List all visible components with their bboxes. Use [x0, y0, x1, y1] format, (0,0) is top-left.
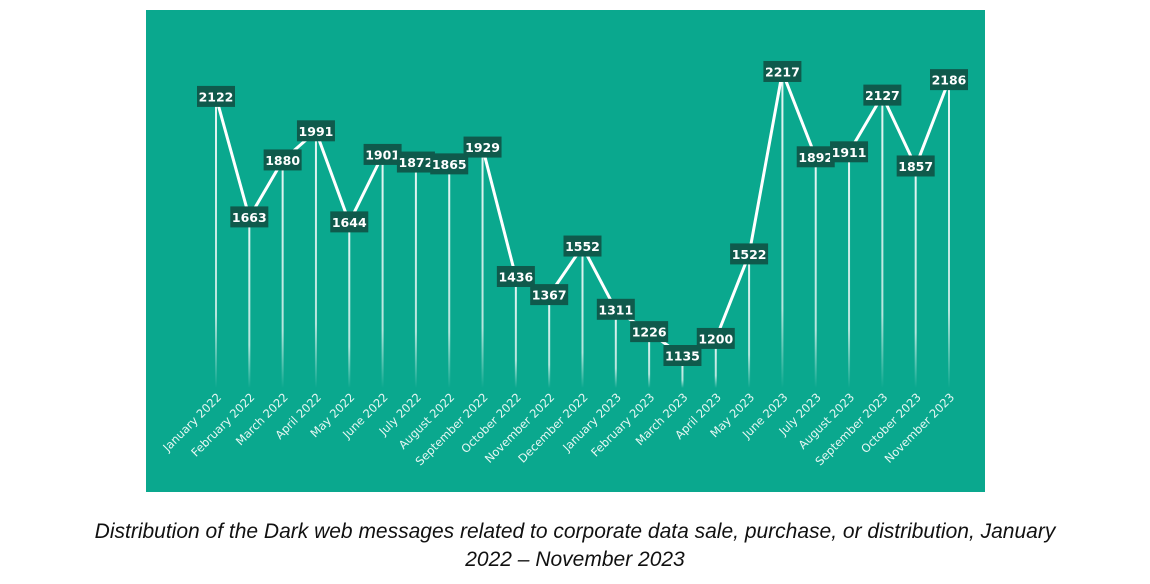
data-label-text: 1367: [532, 288, 567, 303]
data-label: 1311: [596, 298, 635, 320]
drop-line: [648, 332, 651, 388]
drop-line: [381, 154, 384, 388]
drop-line: [848, 152, 851, 388]
data-label-text: 1226: [632, 325, 667, 340]
drop-line: [414, 162, 417, 388]
data-label-box: [197, 85, 235, 107]
data-label-text: 1200: [698, 331, 733, 346]
data-label-text: 1663: [232, 210, 267, 225]
drop-line: [681, 356, 684, 388]
data-label-text: 1857: [898, 159, 933, 174]
drop-line: [281, 160, 284, 388]
data-label-box: [796, 146, 835, 168]
data-label-text: 1892: [798, 150, 833, 165]
data-label: 1644: [330, 211, 369, 233]
data-label-text: 1911: [832, 145, 867, 160]
data-label-text: 2127: [865, 88, 900, 103]
data-label-text: 1872: [399, 155, 434, 170]
data-label-box: [263, 149, 302, 171]
caption-line-1: Distribution of the Dark web messages re…: [94, 520, 1056, 543]
data-label-text: 1991: [299, 124, 334, 139]
data-label-text: 1865: [432, 157, 467, 172]
data-label-box: [663, 345, 702, 366]
data-label: 1522: [730, 243, 769, 265]
data-label-text: 1901: [365, 147, 400, 162]
data-label-box: [696, 327, 735, 349]
drop-line: [248, 217, 251, 388]
drop-line: [948, 80, 950, 389]
data-label: 1892: [796, 146, 835, 168]
data-label: 1911: [830, 141, 869, 163]
data-label: 2122: [197, 85, 235, 107]
data-label: 2217: [763, 60, 802, 82]
data-label: 1857: [896, 155, 935, 177]
drop-line: [314, 131, 317, 389]
data-label-text: 1929: [465, 140, 500, 155]
drop-line: [548, 295, 551, 388]
drop-line: [581, 246, 584, 388]
data-label-box: [763, 60, 802, 82]
data-label-box: [496, 265, 535, 287]
data-label: 1200: [696, 327, 735, 349]
data-label-text: 2217: [765, 64, 800, 79]
drop-line: [781, 71, 784, 388]
drop-line: [348, 222, 351, 388]
drop-line: [215, 96, 217, 388]
drop-line: [881, 95, 884, 388]
data-label-box: [730, 243, 769, 265]
data-label: 1436: [496, 265, 535, 287]
data-label-box: [396, 151, 435, 173]
drop-line: [481, 147, 484, 388]
data-label-text: 1880: [265, 153, 300, 168]
data-label-text: 2122: [199, 89, 234, 104]
data-label-box: [596, 298, 635, 320]
drop-line: [614, 309, 617, 388]
drop-lines: [215, 71, 950, 389]
data-label-box: [430, 153, 469, 175]
drop-line: [914, 166, 917, 388]
data-label: 1991: [296, 120, 335, 142]
data-label-text: 1436: [498, 269, 533, 284]
data-label: 2186: [930, 69, 968, 91]
data-label-box: [830, 141, 869, 163]
data-label-box: [363, 143, 402, 165]
data-label-box: [930, 69, 968, 91]
data-label: 1929: [463, 136, 502, 158]
data-label: 2127: [863, 84, 902, 106]
data-label-text: 1644: [332, 215, 367, 230]
data-label-box: [463, 136, 502, 158]
data-label-box: [863, 84, 902, 106]
data-label-text: 1552: [565, 239, 600, 254]
data-label-box: [330, 211, 369, 233]
data-label: 1226: [630, 321, 669, 343]
drop-line: [448, 164, 451, 388]
data-label-text: 1311: [598, 302, 633, 317]
data-label: 1872: [396, 151, 435, 173]
data-label-box: [896, 155, 935, 177]
data-label-box: [530, 284, 569, 306]
drop-line: [514, 276, 517, 388]
data-label-box: [630, 321, 669, 343]
data-label: 1880: [263, 149, 302, 171]
data-label: 1663: [230, 206, 269, 228]
data-label: 1367: [530, 284, 569, 306]
data-label-box: [296, 120, 335, 142]
data-label-text: 1522: [732, 247, 767, 262]
data-label-box: [230, 206, 269, 228]
drop-line: [748, 254, 751, 388]
drop-line: [714, 338, 717, 388]
data-label: 1901: [363, 143, 402, 165]
drop-line: [814, 157, 817, 388]
data-label: 1552: [563, 235, 602, 257]
data-label: 1865: [430, 153, 469, 175]
data-label-box: [563, 235, 602, 257]
caption-line-2: 2022 – November 2023: [465, 548, 685, 571]
data-label: 1135: [663, 345, 702, 366]
figure-caption: Distribution of the Dark web messages re…: [0, 518, 1150, 574]
data-label-text: 2186: [932, 73, 967, 88]
data-label-text: 1135: [665, 349, 700, 364]
